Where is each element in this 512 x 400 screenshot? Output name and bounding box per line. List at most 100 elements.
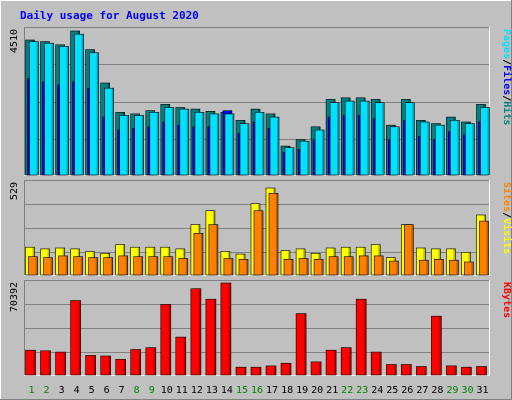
- bar-sites: [449, 259, 459, 276]
- day-label: 26: [401, 385, 413, 396]
- panel-3: 70392 KBytes: [9, 280, 512, 376]
- bar-pages: [74, 33, 84, 176]
- bar-sites: [208, 224, 219, 276]
- day-label: 9: [149, 385, 155, 396]
- bar-shade: [108, 356, 111, 375]
- bar-kbytes: [400, 364, 412, 376]
- bar-pages: [44, 42, 54, 176]
- bar-shade: [81, 34, 84, 176]
- bar-shade: [201, 112, 204, 175]
- bar-shade: [337, 102, 340, 175]
- bar-sites: [58, 255, 68, 276]
- bar-shade: [153, 347, 156, 375]
- bar-shade: [411, 224, 414, 275]
- bar-shade: [426, 260, 429, 275]
- bar-pages: [344, 100, 355, 176]
- bar-shade: [126, 115, 129, 175]
- bar-shade: [140, 256, 143, 275]
- bar-shade: [78, 300, 81, 375]
- bar-shade: [183, 337, 186, 375]
- bar-kbytes: [70, 300, 81, 376]
- bar-kbytes: [55, 351, 66, 376]
- bar-shade: [364, 299, 367, 375]
- day-label: 10: [161, 385, 173, 396]
- day-label: 31: [476, 385, 488, 396]
- bar-shade: [33, 350, 36, 375]
- panel-legend: Sites/Visits: [501, 182, 512, 254]
- bar-sites: [178, 258, 189, 276]
- bar-sites: [328, 256, 339, 276]
- bar-sites: [403, 224, 414, 276]
- bar-pages: [149, 112, 160, 176]
- day-label: 28: [431, 385, 443, 396]
- day-label: 27: [416, 385, 428, 396]
- bar-pages: [134, 115, 144, 176]
- bar-sites: [298, 258, 309, 276]
- day-label: 21: [326, 385, 338, 396]
- bar-shade: [156, 112, 159, 175]
- bar-shade: [259, 367, 261, 375]
- bar-shade: [289, 363, 291, 375]
- bar-kbytes: [40, 350, 51, 376]
- bar-sites: [479, 220, 489, 276]
- bar-shade: [170, 256, 173, 275]
- bar-shade: [171, 107, 174, 175]
- bar-shade: [366, 255, 369, 275]
- bar-pages: [314, 129, 325, 176]
- bar-shade: [291, 259, 293, 275]
- bar-shade: [304, 313, 307, 375]
- bar-shade: [349, 347, 352, 375]
- chart-title: Daily usage for August 2020: [20, 9, 199, 22]
- bar-kbytes: [115, 358, 126, 376]
- bar-shade: [186, 109, 189, 175]
- panel-legend: Pages/Files/Hits: [501, 29, 512, 125]
- bar-sites: [133, 256, 143, 276]
- bar-pages: [450, 120, 460, 176]
- bar-kbytes: [431, 315, 442, 376]
- bar-shade: [200, 233, 203, 275]
- bar-shade: [379, 352, 382, 375]
- bar-sites: [163, 256, 174, 276]
- bar-shade: [409, 364, 412, 375]
- bar-kbytes: [310, 361, 322, 376]
- day-label: 7: [119, 385, 125, 396]
- bar-shade: [457, 120, 460, 175]
- day-label: 25: [386, 385, 398, 396]
- bar-sites: [118, 255, 128, 276]
- day-label: 6: [104, 385, 110, 396]
- bar-shade: [216, 113, 219, 175]
- bar-shade: [412, 102, 415, 175]
- bar-pages: [374, 102, 385, 176]
- bar-shade: [394, 364, 397, 375]
- bar-kbytes: [446, 365, 457, 376]
- bar-pages: [29, 41, 39, 176]
- panel-legend: KBytes: [501, 282, 512, 318]
- legend-label: Hits: [501, 101, 512, 125]
- day-label: 4: [74, 385, 80, 396]
- bar-shade: [36, 41, 39, 175]
- x-axis-day-labels: 1 2 3 4 5 6 7 8 9 10 11 12 13 14 15 16 17 18 19 20 21 22 23 24 2…: [28, 385, 488, 396]
- day-label: 12: [191, 385, 203, 396]
- bar-shade: [80, 256, 83, 275]
- legend-label: /: [501, 212, 512, 218]
- bar-shade: [155, 256, 158, 275]
- bar-shade: [228, 283, 231, 375]
- bar-kbytes: [355, 298, 367, 376]
- bar-kbytes: [250, 366, 262, 376]
- bar-shade: [396, 261, 399, 275]
- bar-shade: [367, 101, 370, 175]
- day-label: 23: [356, 385, 368, 396]
- bar-shade: [51, 43, 54, 176]
- bar-pages: [284, 147, 295, 176]
- bar-sites: [464, 261, 474, 276]
- day-label: 17: [266, 385, 278, 396]
- bar-kbytes: [265, 365, 277, 376]
- bar-sites: [88, 257, 98, 276]
- bar-kbytes: [220, 282, 232, 376]
- bar-shade: [185, 258, 188, 275]
- bar-shade: [471, 262, 474, 275]
- day-label: 11: [176, 385, 188, 396]
- bar-shade: [381, 255, 384, 275]
- bar-shade: [247, 123, 249, 175]
